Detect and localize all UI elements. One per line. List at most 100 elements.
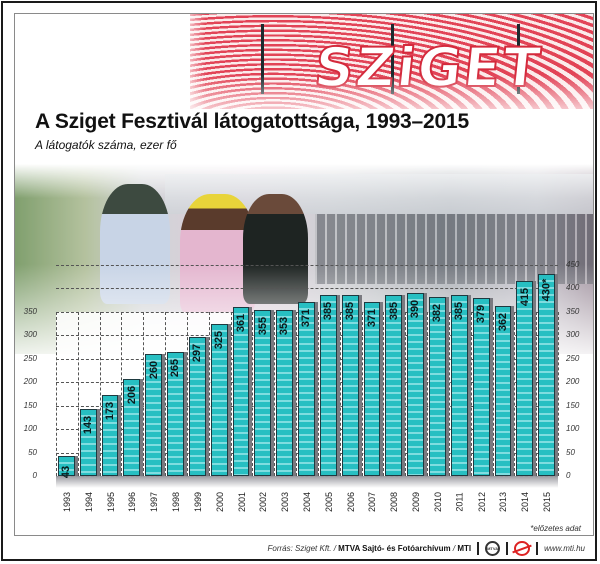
bar-value-label: 355	[255, 313, 270, 339]
y-axis-right-tick: 450	[566, 260, 580, 269]
bar-value-label: 362	[496, 309, 511, 335]
gridline	[492, 312, 494, 476]
x-axis-tick: 2009	[406, 485, 426, 515]
bar-2000: 325	[210, 323, 228, 476]
bar-2007: 371	[363, 302, 381, 476]
bar-value-label: 143	[81, 412, 96, 438]
bar-1996: 206	[123, 379, 141, 476]
x-axis-tick: 2006	[341, 485, 361, 515]
gridline	[230, 312, 232, 476]
bar-value: 362	[496, 313, 509, 332]
bar-value: 385	[387, 302, 400, 321]
gridline	[274, 312, 276, 476]
year-label: 2002	[258, 491, 269, 513]
gridline	[56, 265, 558, 266]
y-axis-right-tick: 300	[566, 330, 580, 340]
bar-value-label: 415	[517, 284, 532, 310]
divider	[506, 541, 509, 555]
bar-value: 173	[104, 401, 117, 421]
bar-value: 206	[125, 386, 138, 405]
bar-2010: 382	[429, 296, 446, 476]
gridline	[514, 312, 516, 476]
year-label: 2015	[542, 491, 553, 513]
year-label: 2003	[280, 491, 291, 513]
x-axis-tick: 2014	[515, 485, 535, 515]
year-label: 2010	[432, 491, 443, 513]
bar-value-label: 325	[212, 327, 227, 353]
bar-2009: 390	[407, 293, 425, 476]
bar-chart: 0 50 100 150 200 250 300 350 0 50 100 150 200 250 300 3…	[24, 260, 579, 488]
bar-2011: 385	[450, 295, 468, 476]
y-axis-right-tick: 250	[566, 353, 580, 363]
x-axis-tick: 2004	[297, 485, 317, 515]
bar-2013: 362	[494, 306, 512, 476]
year-label: 1999	[192, 491, 203, 513]
bar-value-label: 385	[452, 298, 467, 324]
y-axis-right-tick: 0	[566, 471, 571, 480]
bar-value: 325	[213, 330, 226, 349]
year-label: 2001	[236, 491, 247, 513]
bar-value: 385	[344, 302, 357, 321]
year-label: 2012	[476, 491, 487, 513]
bar-2003: 353	[276, 310, 294, 476]
bar-2008: 385	[385, 295, 403, 476]
divider	[536, 541, 539, 555]
bar-1994: 143	[79, 408, 97, 476]
year-label: 2007	[367, 491, 378, 513]
bar-2014: 415	[516, 281, 534, 476]
bar-value: 265	[169, 358, 182, 377]
x-axis-tick: 2001	[232, 485, 252, 515]
y-axis-left-tick: 250	[23, 353, 37, 363]
source-text: Forrás: Sziget Kft. / MTVA Sajtó- és Fot…	[267, 544, 471, 553]
bar-value: 353	[278, 317, 291, 336]
bar-value-label: 206	[124, 382, 139, 408]
bar-value-label: 371	[365, 305, 380, 331]
y-axis-right-tick: 150	[566, 400, 580, 410]
gridline	[143, 312, 145, 476]
bar-value-label: 385	[321, 298, 336, 324]
gridline	[405, 312, 407, 476]
bar-value-label: 390	[408, 296, 423, 322]
y-axis-right-tick: 200	[566, 377, 580, 387]
year-label: 1993	[61, 491, 72, 513]
x-axis-tick: 2003	[275, 485, 295, 515]
bar-value: 260	[147, 360, 160, 380]
year-label: 1994	[83, 491, 94, 513]
bar-value-label: 265	[168, 355, 183, 381]
gridline	[448, 312, 450, 476]
x-axis-tick: 2007	[362, 485, 382, 515]
bar-value: 385	[322, 302, 335, 321]
bar-value-label: 361	[234, 310, 249, 336]
x-axis-tick: 1996	[122, 485, 142, 515]
year-label: 2006	[345, 491, 356, 513]
source-separator: /	[450, 543, 458, 553]
y-axis-left-tick: 200	[23, 377, 37, 387]
bar-value: 390	[409, 299, 422, 319]
y-axis-left-tick: 300	[23, 330, 37, 340]
website-link[interactable]: www.mti.hu	[544, 543, 585, 553]
gridline	[296, 312, 298, 476]
bar-1997: 260	[145, 354, 163, 476]
gridline	[361, 312, 363, 476]
y-axis-left-tick: 100	[23, 424, 37, 434]
bar-value-label: 43	[59, 459, 74, 485]
chart-subtitle: A látogatók száma, ezer fő	[35, 138, 177, 152]
bar-value: 143	[82, 415, 95, 435]
gridline	[536, 312, 538, 476]
bar-1999: 297	[188, 336, 206, 476]
bar-2015: 430*	[538, 274, 555, 476]
year-label: 2013	[498, 491, 509, 513]
x-axis-tick: 2012	[472, 485, 492, 515]
bar-value-label: 385	[386, 298, 401, 324]
x-axis-tick: 2011	[450, 485, 470, 515]
y-axis-left-tick: 350	[23, 306, 37, 316]
y-axis-left-tick: 50	[28, 447, 37, 457]
x-axis-tick: 1993	[57, 485, 77, 515]
banner-fade	[180, 14, 593, 124]
year-label: 2008	[389, 491, 400, 513]
x-axis-tick: 1998	[166, 485, 186, 515]
bar-value: 430*	[540, 279, 553, 302]
y-axis-right-tick: 100	[566, 424, 580, 434]
year-label: 2004	[302, 491, 312, 513]
year-label: 1995	[105, 491, 116, 513]
